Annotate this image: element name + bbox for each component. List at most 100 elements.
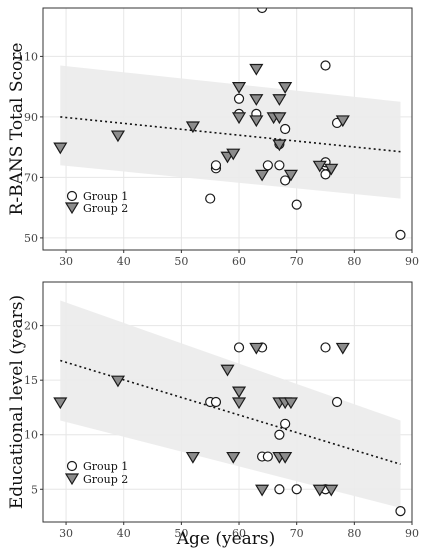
group2-point — [335, 115, 350, 128]
legend-group2-label: Group 2 — [83, 473, 128, 486]
group2-point — [249, 94, 264, 106]
group2-point — [249, 63, 264, 76]
y-axis-title: R-BANS Total Score — [7, 43, 27, 216]
x-tick-label: 80 — [347, 527, 361, 540]
group2-point — [283, 169, 298, 182]
x-tick-label: 50 — [174, 527, 188, 540]
y-axis-title: Educational level (years) — [7, 295, 27, 509]
group1-point — [256, 8, 268, 14]
group1-point — [274, 160, 285, 171]
x-tick-label: 60 — [232, 527, 246, 540]
group2-point — [249, 342, 264, 355]
group1-point — [233, 342, 245, 353]
group2-point — [324, 484, 339, 497]
group2-point — [272, 112, 287, 125]
plot-frame — [42, 281, 413, 523]
group1-point — [210, 160, 222, 171]
group2-point — [53, 142, 68, 155]
x-tick-label: 80 — [347, 255, 361, 268]
y-ticks: 5 10 15 20 — [24, 320, 43, 496]
group1-point — [320, 342, 331, 353]
plot-frame — [42, 7, 413, 251]
group2-point — [231, 82, 247, 94]
y-tick-label: 5 — [31, 483, 38, 496]
y-tick-label: 10 — [24, 429, 38, 442]
panel-education: 30 40 50 60 70 80 90 5 10 15 20 Educational level… — [7, 281, 419, 549]
group2-point — [272, 139, 287, 152]
group1-point — [291, 199, 302, 210]
group2-point — [185, 451, 200, 464]
confidence-band — [60, 300, 401, 508]
group1-point — [291, 484, 302, 495]
y-tick-label: 70 — [24, 171, 38, 184]
x-tick-label: 60 — [232, 255, 246, 268]
legend-group1-label: Group 1 — [83, 460, 128, 473]
group2-point — [324, 163, 339, 176]
x-tick-label: 70 — [290, 255, 304, 268]
legend-group2-label: Group 2 — [83, 202, 128, 215]
group1-point — [210, 396, 222, 408]
group1-point — [233, 93, 245, 104]
group1-point — [280, 175, 291, 186]
x-tick-label: 40 — [117, 527, 131, 540]
x-tick-label: 30 — [59, 255, 73, 268]
group2-point — [110, 375, 126, 388]
legend: Group 1 Group 2 — [64, 460, 128, 486]
group2-point — [249, 115, 264, 128]
y-ticks: 50 70 90 110 — [17, 50, 43, 245]
legend-group1-marker — [66, 190, 78, 202]
group2-point — [226, 451, 241, 464]
legend-group1-marker — [66, 460, 78, 472]
group2-point — [312, 160, 327, 173]
legend: Group 1 Group 2 — [64, 190, 128, 215]
y-tick-label: 20 — [24, 320, 38, 333]
confidence-band — [60, 65, 401, 199]
group2-point — [278, 82, 293, 94]
trend-line — [60, 359, 401, 465]
y-tick-label: 90 — [24, 111, 38, 124]
group1-point — [280, 123, 291, 135]
group2-point — [278, 451, 293, 464]
panel-rbans: 30 40 50 60 70 80 90 50 70 90 110 R-BANS Total Sc… — [7, 7, 419, 268]
group2-point — [255, 484, 270, 497]
group2-point — [335, 342, 350, 355]
x-tick-label: 50 — [174, 255, 188, 268]
group2-point — [231, 112, 247, 125]
group1-point — [320, 169, 331, 180]
trend-line — [60, 116, 401, 153]
legend-group1-label: Group 1 — [83, 190, 128, 203]
x-tick-label: 30 — [59, 527, 73, 540]
group2-point — [231, 386, 247, 399]
group2-point — [255, 169, 270, 182]
group2-point — [312, 484, 327, 497]
group1-point — [262, 160, 273, 171]
legend-group2-marker — [64, 202, 80, 215]
x-ticks: 30 40 50 60 70 80 90 — [59, 522, 419, 540]
group2-point — [272, 94, 287, 106]
data-points — [53, 8, 406, 240]
x-ticks: 30 40 50 60 70 80 90 — [59, 250, 419, 268]
group2-point — [220, 364, 235, 377]
x-tick-label: 40 — [117, 255, 131, 268]
group2-point — [226, 148, 241, 161]
y-tick-label: 15 — [24, 374, 38, 387]
group2-point — [185, 121, 200, 134]
y-tick-label: 50 — [24, 232, 38, 245]
group1-point — [395, 505, 406, 517]
group1-point — [274, 484, 285, 495]
group1-point — [280, 418, 291, 429]
legend-group2-marker — [64, 473, 80, 486]
x-tick-label: 90 — [405, 255, 419, 268]
x-axis-title: Age (years) — [176, 529, 276, 549]
group2-point — [53, 397, 68, 410]
group2-point — [110, 130, 126, 143]
group1-point — [331, 396, 343, 408]
y-tick-label: 110 — [17, 50, 38, 63]
group1-point — [274, 429, 285, 440]
group1-point — [320, 60, 331, 71]
group1-point — [395, 229, 406, 240]
group1-point — [262, 451, 273, 462]
x-tick-label: 90 — [405, 527, 419, 540]
group2-point — [283, 397, 298, 410]
